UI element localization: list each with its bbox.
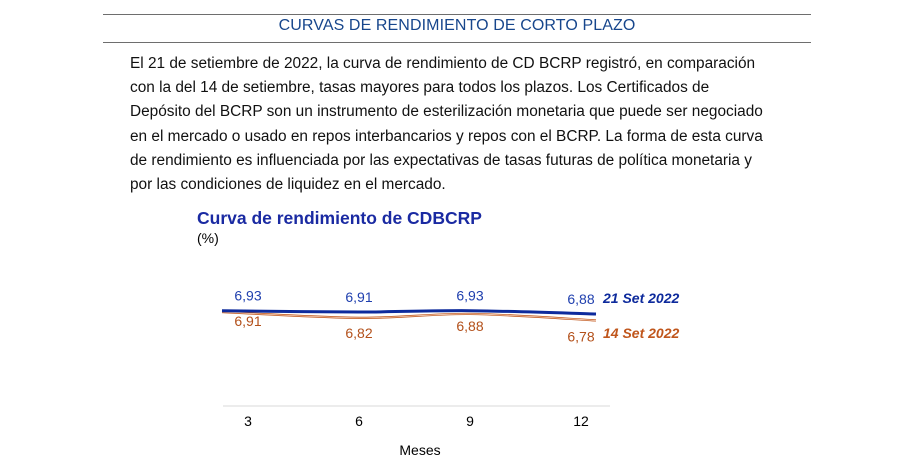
data-label-21-set: 6,93	[456, 288, 483, 304]
data-label-14-set: 6,88	[456, 318, 483, 334]
chart-title: Curva de rendimiento de CDBCRP	[197, 208, 482, 228]
x-axis-label: Meses	[399, 442, 440, 458]
legend-label-21-set: 21 Set 2022	[602, 290, 679, 306]
body-paragraph: El 21 de setiembre de 2022, la curva de …	[130, 55, 763, 194]
data-label-14-set: 6,82	[345, 325, 372, 341]
x-tick-label: 9	[466, 413, 474, 429]
section-title: CURVAS DE RENDIMIENTO DE CORTO PLAZO	[278, 17, 636, 34]
x-tick-label: 12	[573, 413, 589, 429]
data-label-21-set: 6,88	[567, 291, 594, 307]
data-label-21-set: 6,91	[345, 289, 372, 305]
chart-y-unit: (%)	[197, 230, 219, 246]
series-line-14-set-highlight	[221, 311, 597, 321]
x-tick-label: 3	[244, 413, 252, 429]
data-label-21-set: 6,93	[234, 288, 261, 304]
section-rule-top	[103, 14, 811, 15]
section-rule-bottom	[103, 42, 811, 43]
series-line-21-set	[221, 309, 597, 316]
x-tick-label: 6	[355, 413, 363, 429]
data-label-14-set: 6,78	[567, 328, 594, 344]
data-label-14-set: 6,91	[234, 313, 261, 329]
legend-label-14-set: 14 Set 2022	[603, 325, 679, 341]
